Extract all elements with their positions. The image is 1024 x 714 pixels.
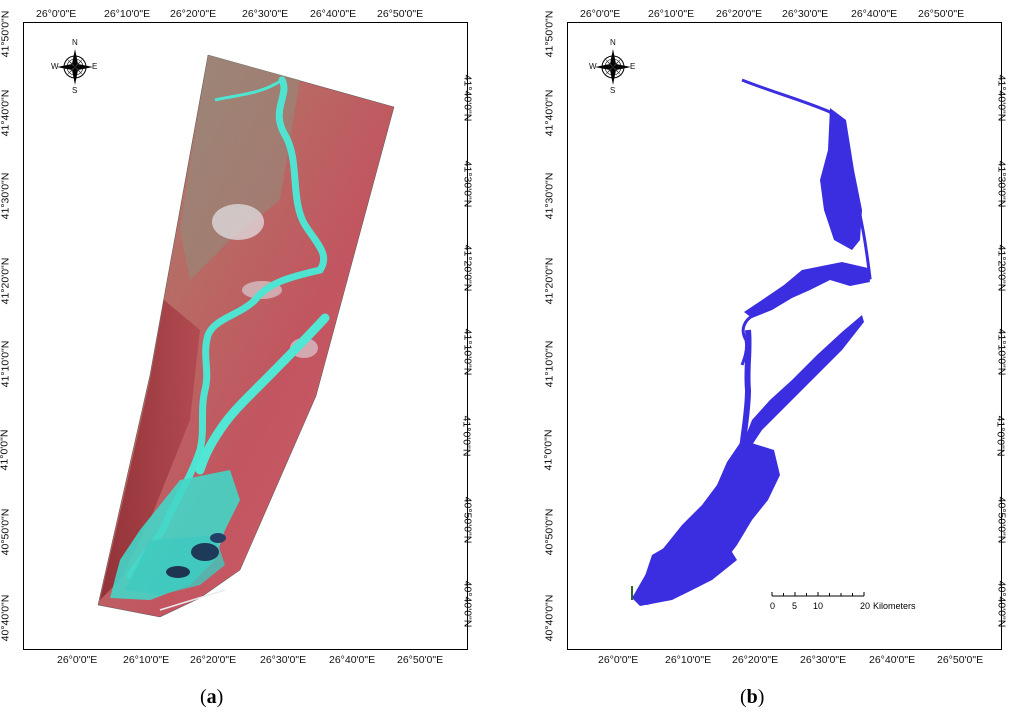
compass-w-label: W xyxy=(589,62,597,71)
bottom-lon-label: 26°40'0"E xyxy=(869,654,916,666)
bottom-lon-label: 26°0'0"E xyxy=(598,654,639,666)
river-east-branch xyxy=(195,313,330,475)
caption-b: (b) xyxy=(740,686,765,708)
bottom-lon-label: 26°30'0"E xyxy=(800,654,847,666)
top-lon-label: 26°0'0"E xyxy=(36,8,77,20)
bottom-lon-label: 26°20'0"E xyxy=(732,654,779,666)
satellite-image-map xyxy=(57,49,395,618)
bottom-lon-label: 26°0'0"E xyxy=(57,654,98,666)
compass-rose-b xyxy=(595,49,631,85)
outlet-marker xyxy=(631,586,633,600)
compass-s-label: S xyxy=(610,86,616,95)
top-lon-label: 26°50'0"E xyxy=(377,8,424,20)
compass-n-label: N xyxy=(72,38,78,47)
flood-extent-delta xyxy=(637,520,737,605)
bottom-lon-label: 26°50'0"E xyxy=(937,654,984,666)
top-lon-label: 26°20'0"E xyxy=(716,8,763,20)
top-lon-label: 26°30'0"E xyxy=(782,8,829,20)
river-upper-arm xyxy=(214,78,283,102)
top-lon-label: 26°30'0"E xyxy=(242,8,289,20)
road-line xyxy=(159,589,226,611)
flood-extent-upper-body xyxy=(820,108,862,250)
bottom-lon-label: 26°40'0"E xyxy=(329,654,376,666)
panel-a-satellite: 26°0'0"E 26°10'0"E 26°20'0"E 26°30'0"E 2… xyxy=(0,8,473,708)
bottom-lon-label: 26°10'0"E xyxy=(665,654,712,666)
top-lon-label: 26°10'0"E xyxy=(104,8,151,20)
scale-tick-20: 20 xyxy=(860,601,871,611)
scale-unit-label: Kilometers xyxy=(873,601,916,611)
top-lon-label: 26°40'0"E xyxy=(851,8,898,20)
compass-e-label: E xyxy=(92,62,98,71)
compass-e-label: E xyxy=(630,62,636,71)
compass-s-label: S xyxy=(72,86,78,95)
top-lon-label: 26°40'0"E xyxy=(310,8,357,20)
top-lon-label: 26°20'0"E xyxy=(170,8,217,20)
lagoon xyxy=(191,543,219,561)
lagoon xyxy=(166,566,190,578)
map-frame-b xyxy=(567,22,1002,650)
bottom-lon-label: 26°50'0"E xyxy=(397,654,444,666)
top-lon-label: 26°0'0"E xyxy=(580,8,621,20)
bottom-lon-label: 26°20'0"E xyxy=(190,654,237,666)
top-lon-label: 26°10'0"E xyxy=(648,8,695,20)
compass-rose-a xyxy=(57,49,93,85)
bottom-lon-label: 26°30'0"E xyxy=(260,654,307,666)
flood-extent-bend xyxy=(744,262,870,318)
flood-extent-map xyxy=(595,49,872,606)
western-hills xyxy=(100,300,200,600)
cloud-patch xyxy=(212,204,264,240)
bottom-lon-label: 26°10'0"E xyxy=(123,654,170,666)
scale-tick-5: 5 xyxy=(792,601,798,611)
panel-b-flood-map: 26°0'0"E 26°10'0"E 26°20'0"E 26°30'0"E 2… xyxy=(512,0,1024,714)
flood-extent-east-branch xyxy=(744,315,864,445)
caption-a: (a) xyxy=(200,686,224,708)
lagoon xyxy=(210,533,226,543)
compass-n-label: N xyxy=(610,38,616,47)
upland-area xyxy=(180,55,300,280)
scale-bar xyxy=(771,592,865,597)
scale-tick-10: 10 xyxy=(813,601,824,611)
compass-w-label: W xyxy=(51,62,59,71)
top-lon-label: 26°50'0"E xyxy=(918,8,965,20)
scale-tick-0: 0 xyxy=(770,601,776,611)
